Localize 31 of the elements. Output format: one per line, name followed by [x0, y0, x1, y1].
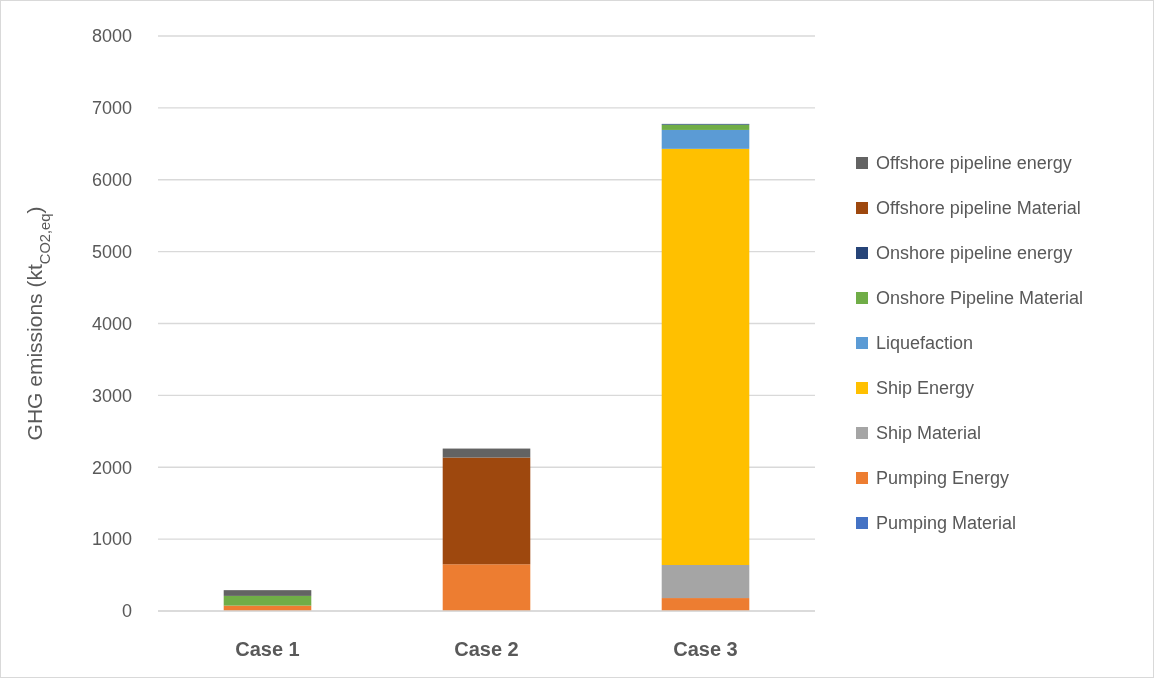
legend-label: Pumping Energy	[876, 468, 1010, 489]
bar	[661, 129, 750, 149]
bar	[661, 124, 750, 130]
bar	[661, 148, 750, 565]
legend-label: Offshore pipeline Material	[876, 198, 1081, 219]
legend-label: Ship Energy	[876, 378, 975, 399]
y-tick-label: 0	[121, 601, 132, 622]
x-tick-label: Case 2	[454, 638, 519, 660]
legend-label: Onshore pipeline energy	[876, 243, 1073, 264]
legend-label: Liquefaction	[876, 333, 974, 354]
bar	[442, 448, 531, 458]
legend-label: Offshore pipeline energy	[876, 153, 1072, 174]
legend-label: Ship Material	[876, 423, 982, 444]
bar	[223, 595, 312, 606]
y-tick-label: 5000	[91, 241, 132, 262]
y-tick-label: 2000	[91, 457, 132, 478]
bar	[661, 598, 750, 611]
y-tick-label: 6000	[91, 170, 132, 191]
bar	[661, 565, 750, 599]
x-tick-label: Case 1	[235, 638, 300, 660]
y-tick-label: 1000	[91, 529, 132, 550]
bar	[442, 564, 531, 611]
bar	[223, 590, 312, 596]
y-tick-label: 8000	[91, 26, 132, 47]
x-tick-label: Case 3	[673, 638, 738, 660]
y-tick-label: 7000	[91, 98, 132, 119]
y-tick-label: 3000	[91, 385, 132, 406]
bar	[442, 457, 531, 565]
legend-label: Pumping Material	[876, 513, 1017, 534]
y-tick-label: 4000	[91, 313, 132, 334]
legend-label: Onshore Pipeline Material	[876, 288, 1084, 309]
